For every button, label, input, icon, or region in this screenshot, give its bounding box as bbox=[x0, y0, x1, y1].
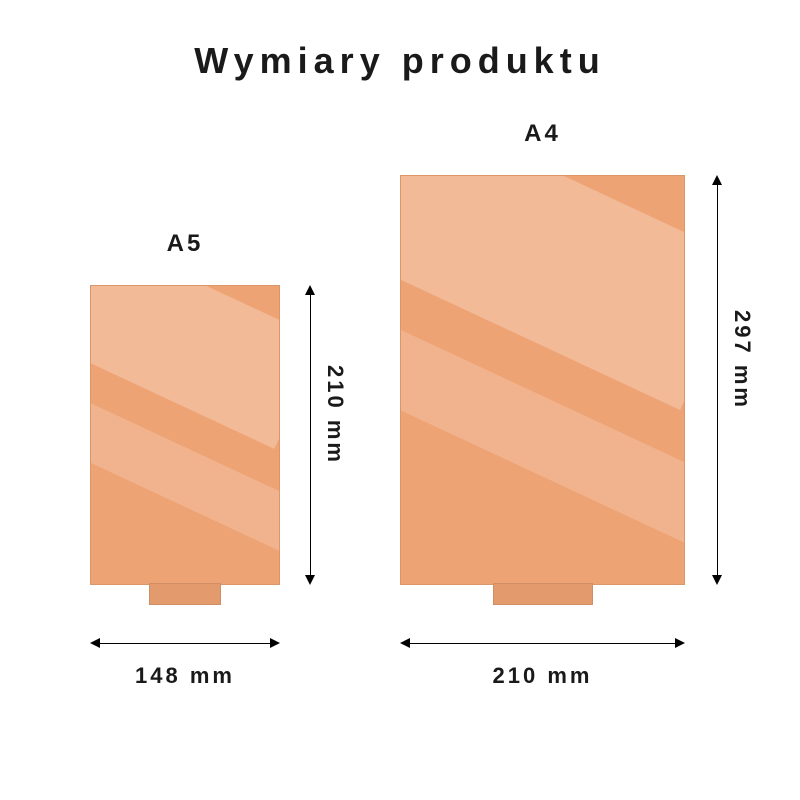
dim-line-v-a4 bbox=[717, 183, 718, 577]
arrow-right-icon bbox=[675, 638, 685, 648]
dim-width-a5: 148 mm bbox=[90, 663, 280, 689]
dim-line-h-a4 bbox=[408, 643, 677, 644]
dim-height-a5: 210 mm bbox=[322, 365, 348, 465]
size-label-a4: A4 bbox=[400, 120, 685, 148]
page-title: Wymiary produktu bbox=[0, 40, 800, 82]
arrow-right-icon bbox=[270, 638, 280, 648]
dim-line-h-a5 bbox=[98, 643, 272, 644]
arrow-left-icon bbox=[90, 638, 100, 648]
arrow-up-icon bbox=[305, 285, 315, 295]
arrow-down-icon bbox=[712, 575, 722, 585]
size-label-a5: A5 bbox=[90, 230, 280, 258]
panel-a4 bbox=[400, 175, 685, 585]
panel-base-a5 bbox=[149, 583, 221, 605]
dim-line-v-a5 bbox=[310, 293, 311, 577]
dim-height-a4: 297 mm bbox=[729, 310, 755, 410]
arrow-left-icon bbox=[400, 638, 410, 648]
panel-a5 bbox=[90, 285, 280, 585]
dim-width-a4: 210 mm bbox=[400, 663, 685, 689]
arrow-down-icon bbox=[305, 575, 315, 585]
panel-base-a4 bbox=[493, 583, 593, 605]
arrow-up-icon bbox=[712, 175, 722, 185]
